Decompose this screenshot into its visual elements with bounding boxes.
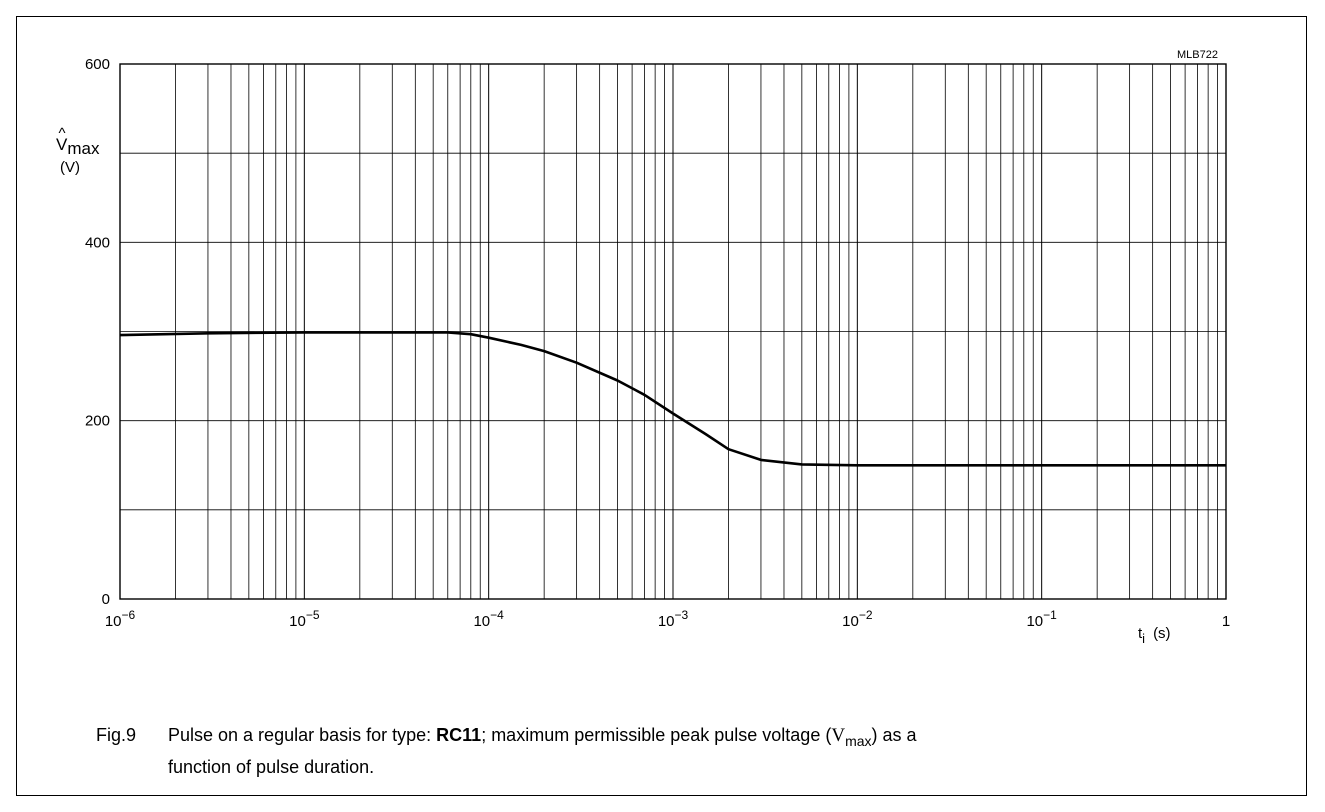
- ylabel: Vmax: [56, 135, 100, 158]
- x-tick-exponent: −3: [675, 608, 689, 622]
- x-tick-label: 10−5: [289, 608, 320, 630]
- x-tick-base: 1: [1222, 613, 1230, 630]
- xlabel-subscript: i: [1142, 631, 1145, 646]
- x-tick-label: 10−4: [473, 608, 504, 630]
- x-tick-labels: 10−6 10−5 10−4 10−3 10−2 10−1 1: [105, 608, 1230, 630]
- figure-frame: [16, 16, 1307, 796]
- x-tick-label: 10−1: [1026, 608, 1057, 630]
- x-tick-label: 1: [1222, 613, 1230, 630]
- x-tick-exponent: −2: [859, 608, 873, 622]
- x-tick-label: 10−3: [658, 608, 689, 630]
- series-line: [119, 331, 1226, 467]
- y-tick-labels: 0 200 400 600: [85, 56, 110, 608]
- caption-symbol-subscript: max: [845, 732, 872, 749]
- x-tick-exponent: −1: [1043, 608, 1057, 622]
- chart-code: MLB722: [1177, 49, 1218, 61]
- caption-label: Fig.9: [96, 725, 137, 745]
- caption-line2: function of pulse duration.: [168, 756, 375, 777]
- caption-text-after: ) as a: [871, 725, 917, 745]
- ylabel-symbol: V: [56, 135, 68, 154]
- x-tick-base: 10: [842, 613, 859, 630]
- xlabel-unit: (s): [1153, 625, 1171, 642]
- x-tick-base: 10: [658, 613, 675, 630]
- y-tick-label: 0: [102, 591, 110, 608]
- x-tick-base: 10: [105, 613, 122, 630]
- ylabel-unit: (V): [60, 159, 80, 176]
- x-tick-label: 10−6: [105, 608, 136, 630]
- xlabel: ti (s): [1138, 625, 1171, 646]
- figure-caption: Fig.9 Pulse on a regular basis for type: …: [96, 722, 1246, 780]
- x-tick-base: 10: [289, 613, 306, 630]
- caption-symbol-letter: V: [831, 725, 846, 746]
- x-tick-exponent: −4: [490, 608, 504, 622]
- x-tick-exponent: −6: [122, 608, 136, 622]
- x-tick-exponent: −5: [306, 608, 320, 622]
- xlabel-symbol: t: [1138, 625, 1143, 642]
- x-tick-label: 10−2: [842, 608, 873, 630]
- plot-border: [119, 63, 1227, 600]
- ylabel-subscript: max: [67, 139, 100, 158]
- x-tick-base: 10: [1026, 613, 1043, 630]
- y-tick-label: 200: [85, 413, 110, 430]
- series-layer: [119, 331, 1226, 467]
- caption-type: RC11: [436, 725, 482, 745]
- y-tick-label: 400: [85, 234, 110, 251]
- caption-text-middle: ; maximum permissible peak pulse voltage…: [481, 725, 832, 745]
- caption-text-before: Pulse on a regular basis for type:: [168, 725, 437, 745]
- x-tick-base: 10: [473, 613, 490, 630]
- y-tick-label: 600: [85, 56, 110, 73]
- caption-symbol: Vmax: [831, 725, 872, 749]
- ylabel-hat: ^: [58, 125, 65, 142]
